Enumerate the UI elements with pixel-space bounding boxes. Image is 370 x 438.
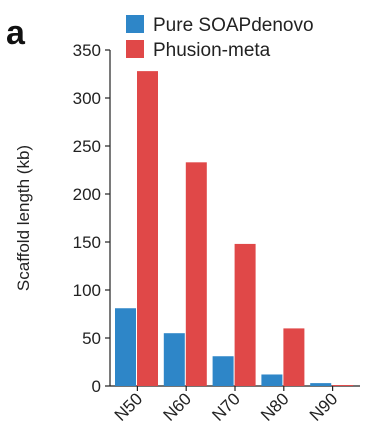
bar-phusion-meta-n60 (185, 162, 207, 386)
y-tick-label: 350 (73, 41, 101, 60)
x-tick-label-n70: N70 (208, 389, 243, 424)
x-tick-label-n80: N80 (257, 389, 292, 424)
y-tick-label: 0 (92, 377, 101, 396)
y-tick-label: 250 (73, 137, 101, 156)
legend: Pure SOAPdenovo Phusion-meta (126, 15, 314, 61)
y-tick-label: 150 (73, 233, 101, 252)
y-tick-label: 50 (82, 329, 101, 348)
bars (115, 71, 354, 387)
x-tick-label-n60: N60 (160, 389, 195, 424)
x-tick-label-n90: N90 (306, 389, 341, 424)
bar-phusion-meta-n70 (234, 243, 256, 386)
bar-pure-soapdenovo-n80 (261, 374, 283, 386)
legend-label-phusion-meta: Phusion-meta (153, 40, 271, 61)
legend-swatch-phusion-meta (126, 40, 144, 58)
x-tick-label-n50: N50 (111, 389, 146, 424)
bar-pure-soapdenovo-n60 (163, 333, 185, 386)
x-ticks: N50 N60 N70 N80 N90 (111, 386, 341, 425)
y-tick-label: 300 (73, 89, 101, 108)
legend-label-pure-soapdenovo: Pure SOAPdenovo (153, 15, 314, 36)
bar-phusion-meta-n50 (137, 71, 158, 387)
bar-phusion-meta-n80 (283, 328, 305, 386)
bar-pure-soapdenovo-n90 (310, 383, 332, 386)
panel-label: a (6, 14, 26, 52)
y-ticks: 0 50 100 150 200 250 300 350 (73, 41, 110, 396)
bar-pure-soapdenovo-n50 (115, 308, 136, 386)
y-tick-label: 100 (73, 281, 101, 300)
bar-pure-soapdenovo-n70 (212, 356, 234, 386)
y-tick-label: 200 (73, 185, 101, 204)
bar-phusion-meta-n90 (332, 385, 354, 386)
y-axis-label: Scaffold length (kb) (14, 145, 33, 291)
legend-swatch-pure-soapdenovo (126, 15, 144, 33)
